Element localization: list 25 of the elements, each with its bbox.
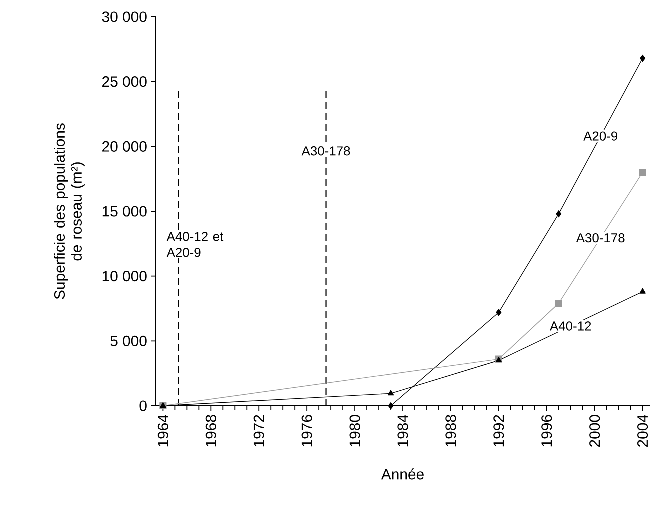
y-tick-label: 30 000	[102, 12, 147, 22]
ref-line-label: A40-12 et A20-9	[166, 232, 224, 258]
y-tick-label: 15 000	[102, 206, 147, 217]
x-tick-label: 1992	[494, 415, 504, 447]
x-tick-label: 2004	[638, 414, 648, 448]
y-tick-label: 20 000	[102, 141, 147, 152]
series-label: A30-178	[576, 233, 625, 243]
y-tick-label: 0	[140, 400, 147, 412]
x-tick-label: 1976	[302, 415, 312, 447]
series-label: A20-9	[584, 132, 618, 141]
x-tick-label: 1984	[398, 414, 408, 447]
x-tick-label: 1980	[350, 415, 360, 447]
x-tick-label: 1996	[542, 415, 552, 447]
series-label: A40-12	[550, 322, 592, 331]
x-axis-title: Année	[381, 468, 424, 480]
x-tick-label: 2000	[590, 415, 600, 448]
y-tick-label: 25 000	[102, 76, 147, 88]
x-tick-label: 1972	[254, 415, 264, 447]
y-tick-label: 10 000	[102, 271, 147, 282]
x-tick-label: 1968	[206, 415, 216, 447]
x-tick-label: 1964	[158, 414, 168, 447]
y-axis-title: Superficie des populations de roseau (m²)	[54, 124, 85, 300]
y-tick-label: 5 000	[110, 336, 147, 346]
x-tick-label: 1988	[446, 415, 456, 447]
ref-line-label: A30-178	[302, 146, 350, 156]
